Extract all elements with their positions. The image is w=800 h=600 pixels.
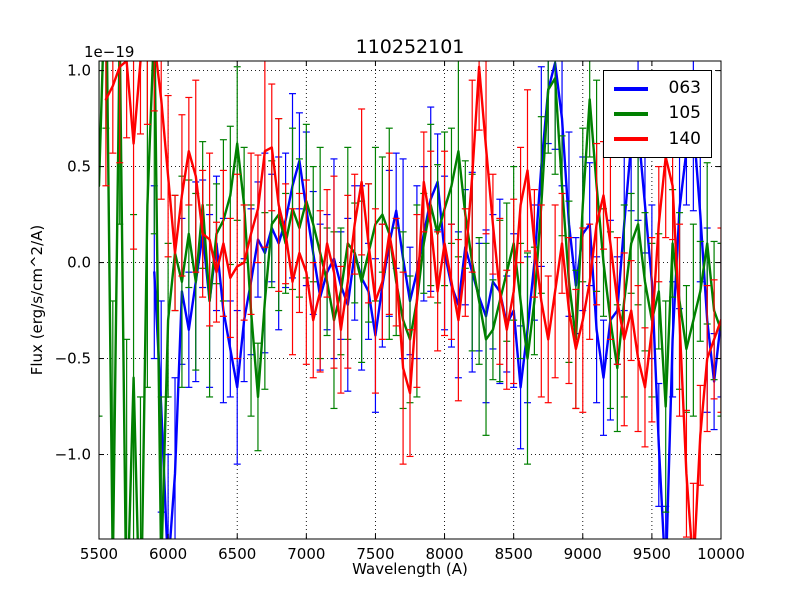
y-axis-offset-label: 1e−19 (84, 43, 135, 61)
y-tick-label: 1.0 (67, 62, 91, 80)
legend-item-label: 140 (668, 128, 701, 149)
legend-line-swatch (614, 111, 648, 116)
chart-title: 110252101 (355, 36, 465, 58)
legend-line-swatch (614, 137, 648, 142)
x-tick-label: 7500 (356, 545, 394, 563)
y-tick-label: 0.5 (67, 158, 91, 176)
x-tick-label: 8500 (495, 545, 533, 563)
series-140 (102, 61, 721, 539)
x-tick-label: 9500 (633, 545, 671, 563)
x-tick-label: 6000 (149, 545, 187, 563)
legend-item-label: 063 (668, 78, 701, 99)
x-tick-label: 5500 (80, 545, 118, 563)
x-tick-label: 9000 (564, 545, 602, 563)
x-tick-label: 8000 (425, 545, 463, 563)
legend-item-label: 105 (668, 103, 701, 124)
legend: 063 105 140 (603, 70, 712, 158)
series-line-140 (104, 61, 721, 539)
x-axis-label: Wavelength (A) (352, 560, 468, 578)
y-tick-label: −1.0 (55, 446, 91, 464)
legend-item: 105 (614, 105, 701, 122)
x-tick-label: 6500 (218, 545, 256, 563)
y-tick-label: 0.0 (67, 254, 91, 272)
axes-frame (98, 60, 722, 540)
y-axis-label: Flux (erg/s/cm^2/A) (28, 224, 46, 376)
tick-labels: 5500 6000 6500 7000 7500 8000 8500 9000 9500 1000… (55, 62, 745, 563)
y-tick-label: −0.5 (55, 350, 91, 368)
x-tick-label: 7000 (287, 545, 325, 563)
legend-item: 063 (614, 80, 701, 97)
legend-line-swatch (614, 86, 648, 91)
x-tick-label: 10000 (697, 545, 745, 563)
legend-item: 140 (614, 128, 701, 149)
tick-marks (98, 61, 722, 539)
